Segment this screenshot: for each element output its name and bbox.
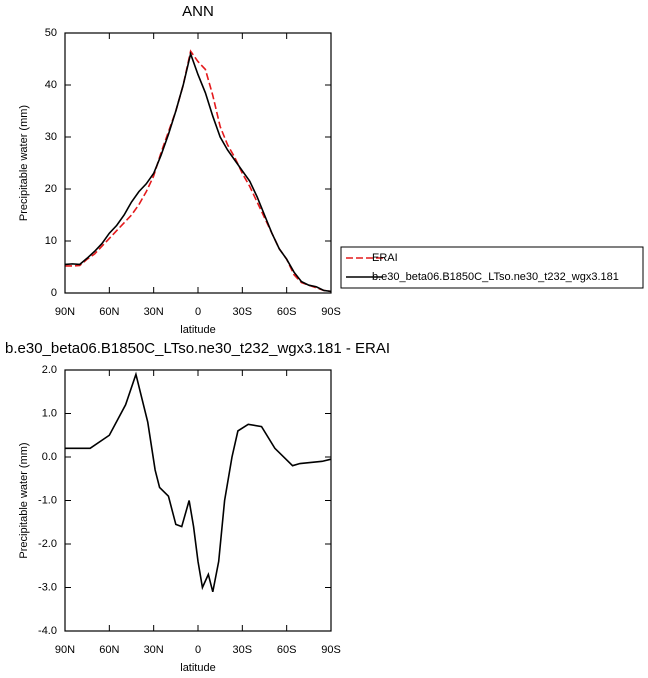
- y-tick-label: 50: [45, 27, 57, 39]
- y-tick-label: 0: [51, 287, 57, 299]
- x-tick-label: 90S: [321, 644, 341, 656]
- data-line: [65, 371, 332, 593]
- x-tick-label: 90N: [55, 644, 75, 656]
- y-tick-label: -1.0: [38, 494, 57, 506]
- x-tick-label: 0: [195, 644, 201, 656]
- y-tick-label: 0.0: [42, 451, 57, 463]
- x-tick-label: 30S: [233, 644, 253, 656]
- legend-label: b.e30_beta06.B1850C_LTso.ne30_t232_wgx3.…: [372, 271, 619, 283]
- y-tick-label: -2.0: [38, 538, 57, 550]
- y-axis-label: Precipitable water (mm): [18, 105, 30, 221]
- x-axis-label: latitude: [180, 324, 215, 336]
- data-line: [65, 49, 332, 293]
- x-tick-label: 30N: [144, 644, 164, 656]
- x-tick-label: 90S: [321, 306, 341, 318]
- x-tick-label: 60N: [99, 306, 119, 318]
- y-tick-label: 10: [45, 235, 57, 247]
- chart-title: ANN: [182, 3, 214, 20]
- y-tick-label: -4.0: [38, 625, 57, 637]
- y-tick-label: -3.0: [38, 581, 57, 593]
- x-tick-label: 30S: [233, 306, 253, 318]
- plot-frame: [64, 369, 332, 632]
- x-tick-label: 60S: [277, 306, 297, 318]
- y-axis-label: Precipitable water (mm): [18, 442, 30, 558]
- x-tick-label: 90N: [55, 306, 75, 318]
- legend-label: ERAI: [372, 252, 398, 264]
- legend-box: [340, 246, 644, 289]
- y-tick-label: 20: [45, 183, 57, 195]
- x-tick-label: 30N: [144, 306, 164, 318]
- x-tick-label: 60N: [99, 644, 119, 656]
- y-tick-label: 30: [45, 131, 57, 143]
- data-line: [64, 50, 332, 293]
- y-tick-label: 2.0: [42, 364, 57, 376]
- y-tick-label: 1.0: [42, 407, 57, 419]
- y-tick-label: 40: [45, 79, 57, 91]
- x-tick-label: 0: [195, 306, 201, 318]
- plot-frame: [64, 32, 332, 294]
- x-axis-label: latitude: [180, 662, 215, 674]
- x-tick-label: 60S: [277, 644, 297, 656]
- chart-title: b.e30_beta06.B1850C_LTso.ne30_t232_wgx3.…: [5, 340, 390, 357]
